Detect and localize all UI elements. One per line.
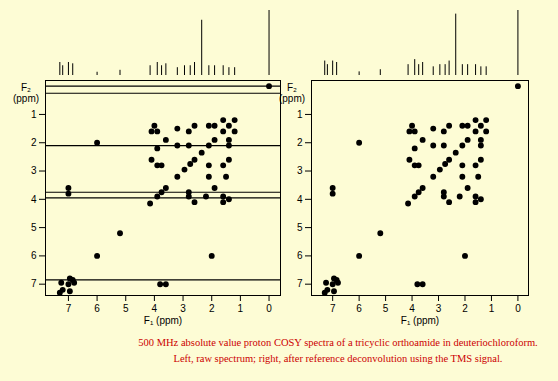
- svg-text:4: 4: [297, 194, 303, 205]
- svg-text:7: 7: [297, 278, 303, 289]
- svg-text:3: 3: [180, 303, 186, 314]
- svg-text:5: 5: [297, 222, 303, 233]
- svg-text:3: 3: [31, 165, 37, 176]
- svg-text:5: 5: [31, 222, 37, 233]
- svg-text:3: 3: [297, 165, 303, 176]
- svg-text:1: 1: [31, 109, 37, 120]
- svg-text:6: 6: [31, 250, 37, 261]
- html-text:F₂ (ppm): F₂ (ppm): [12, 82, 40, 104]
- svg-text:3: 3: [436, 303, 442, 314]
- svg-text:7: 7: [330, 303, 336, 314]
- svg-text:6: 6: [94, 303, 100, 314]
- svg-text:6: 6: [356, 303, 362, 314]
- html-text:F₂ (ppm): F₂ (ppm): [278, 82, 306, 104]
- svg-text:F₁ (ppm): F₁ (ppm): [144, 315, 182, 326]
- svg-text:7: 7: [66, 303, 72, 314]
- html-text:Left, raw spectrum; right, aft: Left, raw spectrum; right, after referen…: [173, 353, 503, 364]
- svg-text:5: 5: [383, 303, 389, 314]
- svg-text:2: 2: [297, 137, 303, 148]
- svg-text:1: 1: [489, 303, 495, 314]
- svg-text:1: 1: [297, 109, 303, 120]
- svg-text:5: 5: [123, 303, 129, 314]
- svg-text:4: 4: [152, 303, 158, 314]
- svg-text:0: 0: [515, 303, 521, 314]
- html-text:500 MHz absolute value proton: 500 MHz absolute value proton COSY spect…: [138, 337, 538, 348]
- svg-text:0: 0: [266, 303, 272, 314]
- svg-text:F₁ (ppm): F₁ (ppm): [401, 315, 439, 326]
- svg-text:4: 4: [409, 303, 415, 314]
- svg-text:7: 7: [31, 278, 37, 289]
- svg-text:1: 1: [238, 303, 244, 314]
- svg-text:2: 2: [31, 137, 37, 148]
- svg-text:2: 2: [462, 303, 468, 314]
- svg-text:6: 6: [297, 250, 303, 261]
- svg-text:2: 2: [209, 303, 215, 314]
- svg-text:4: 4: [31, 194, 37, 205]
